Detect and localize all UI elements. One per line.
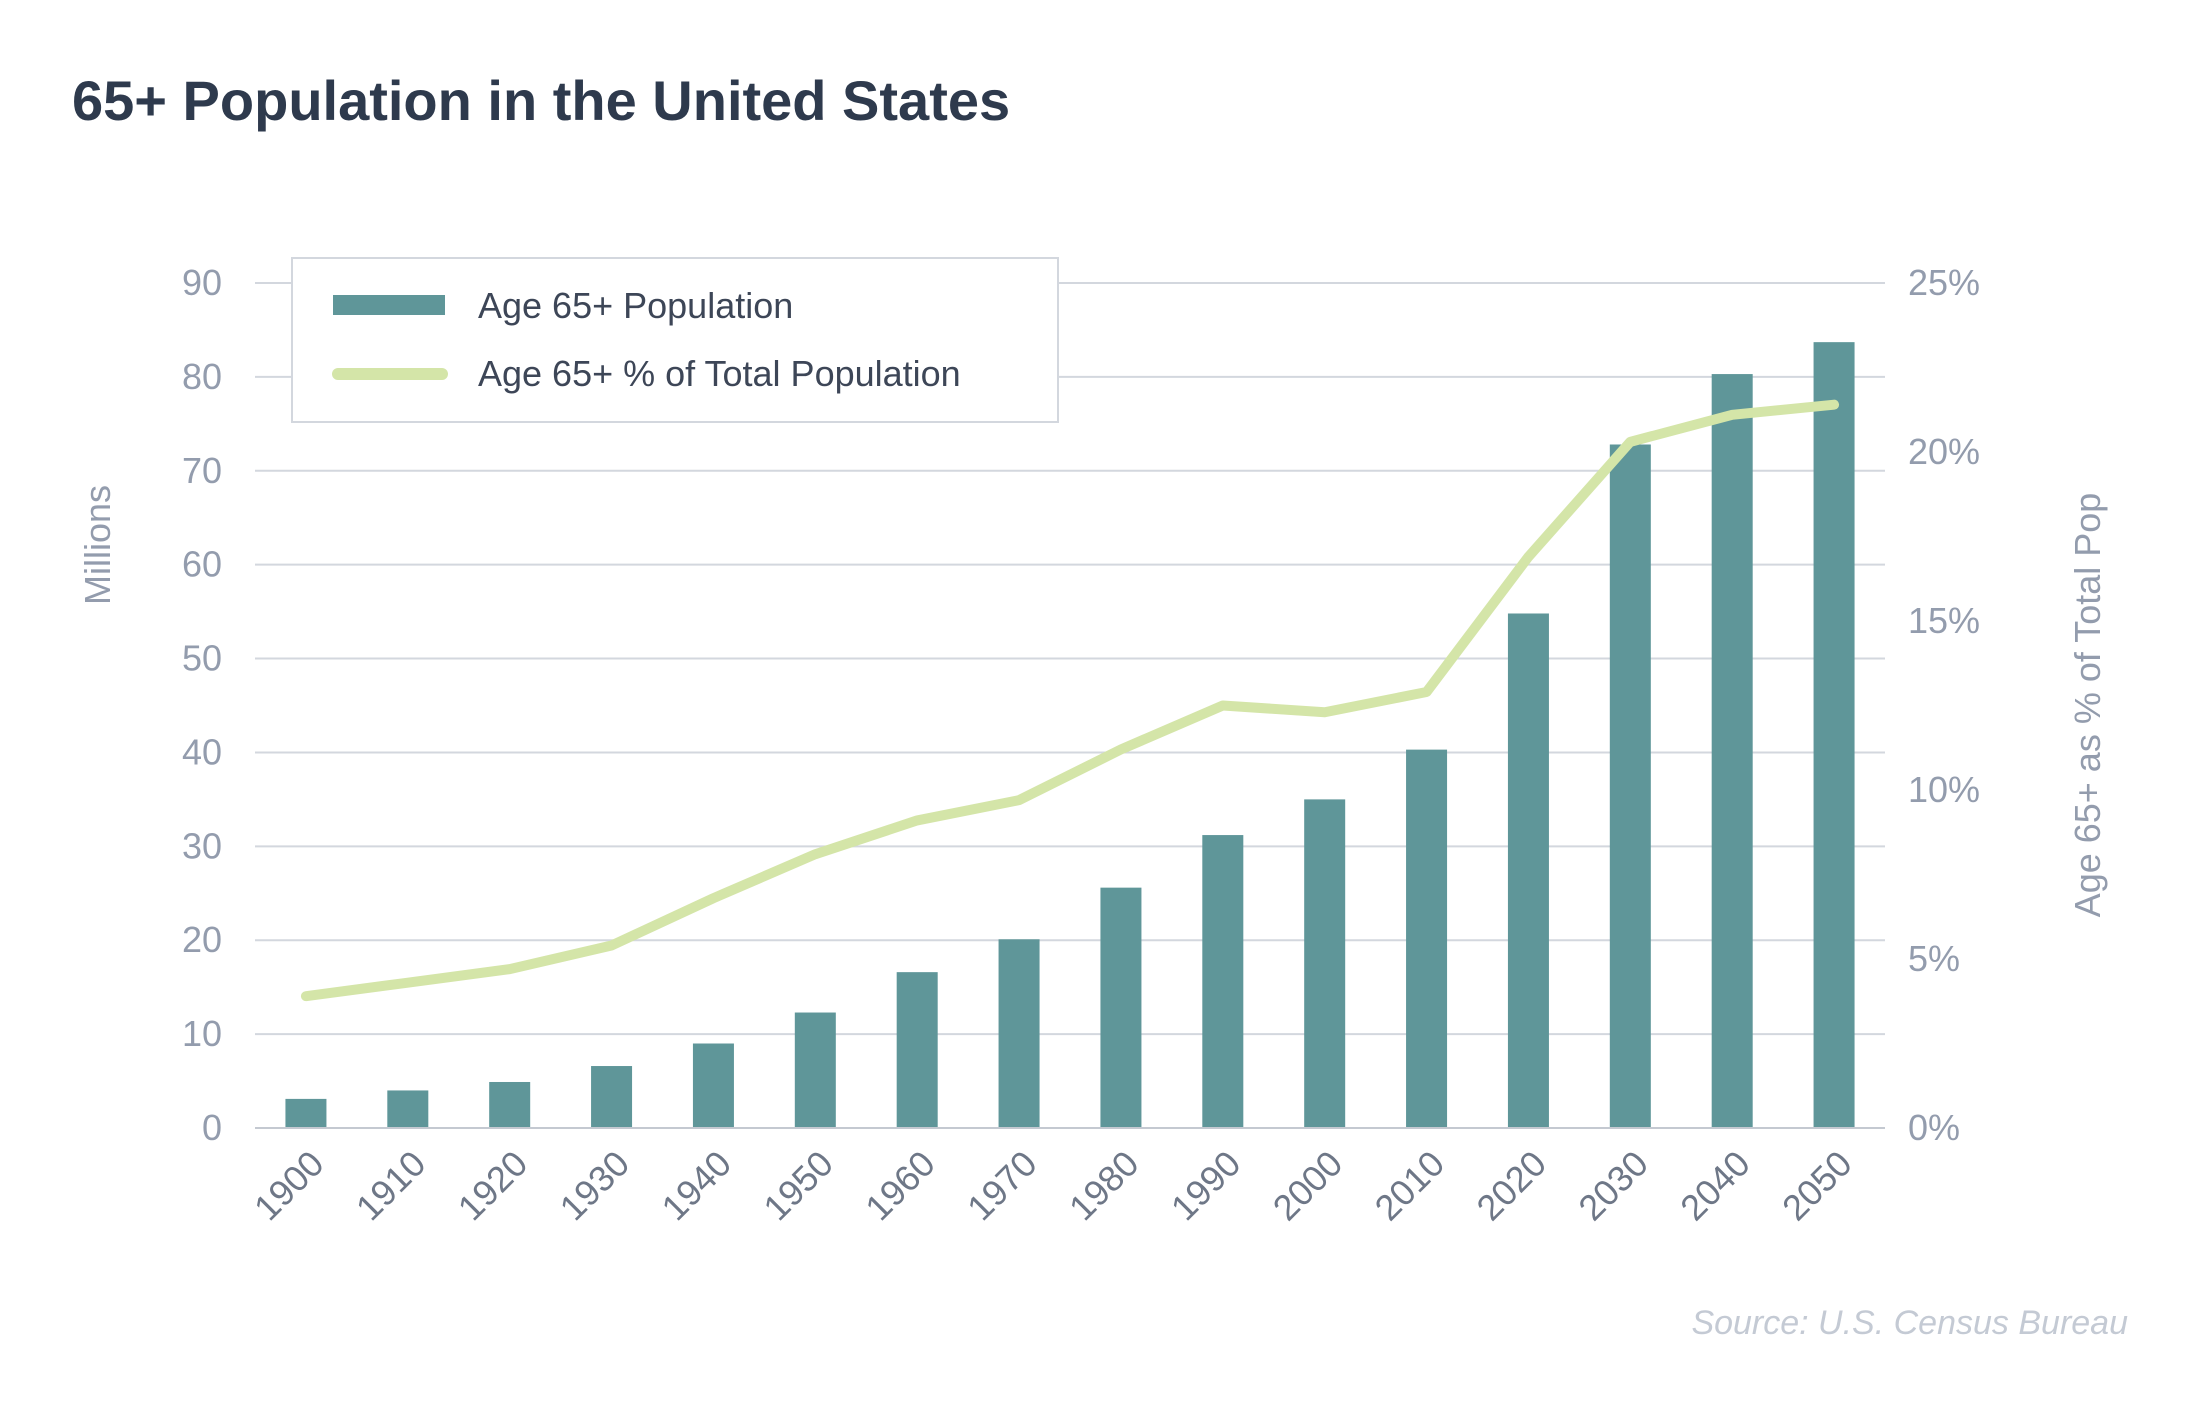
series-line (300, 399, 1840, 1002)
y-tick-label-right: 5% (1908, 938, 1960, 979)
bar (1304, 799, 1346, 1128)
x-tick-label: 2030 (1570, 1143, 1656, 1229)
x-tick-label: 1960 (857, 1143, 943, 1229)
y-tick-label-left: 50 (182, 638, 222, 679)
x-tick-label: 1950 (755, 1143, 841, 1229)
x-tick-label: 2050 (1774, 1143, 1860, 1229)
bar (1100, 887, 1142, 1128)
x-tick-label: 2010 (1367, 1143, 1453, 1229)
x-tick-label: 1920 (450, 1143, 536, 1229)
bar (285, 1098, 327, 1128)
x-tick-label: 1940 (653, 1143, 739, 1229)
y-tick-label-right: 0% (1908, 1107, 1960, 1148)
bar (998, 939, 1040, 1128)
y-tick-label-right: 20% (1908, 431, 1980, 472)
x-tick-label: 1900 (246, 1143, 332, 1229)
bar (1507, 613, 1549, 1128)
x-tick-label: 1910 (348, 1143, 434, 1229)
legend-swatch-bar (333, 295, 445, 315)
bar (489, 1081, 531, 1128)
bar (692, 1043, 734, 1128)
x-tick-label: 1930 (552, 1143, 638, 1229)
y-tick-label-left: 30 (182, 825, 222, 866)
y-tick-label-right: 15% (1908, 600, 1980, 641)
x-tick-label: 2020 (1468, 1143, 1554, 1229)
bar (1202, 835, 1244, 1128)
chart-title: 65+ Population in the United States (72, 69, 1011, 132)
bar (387, 1090, 429, 1128)
y-tick-label-left: 60 (182, 544, 222, 585)
x-tick-label: 1970 (959, 1143, 1045, 1229)
bar (896, 972, 938, 1128)
x-tick-label: 1980 (1061, 1143, 1147, 1229)
y-tick-label-left: 90 (182, 262, 222, 303)
bar (1609, 444, 1651, 1128)
y-tick-label-left: 0 (202, 1107, 222, 1148)
bar (1711, 374, 1753, 1128)
x-tick-label: 2000 (1265, 1143, 1351, 1229)
y-tick-label-left: 70 (182, 450, 222, 491)
bar (591, 1066, 633, 1128)
y-tick-label-left: 40 (182, 731, 222, 772)
y-tick-label-left: 10 (182, 1013, 222, 1054)
y-axis-title-right: Age 65+ as % of Total Pop (2067, 493, 2108, 918)
y-tick-label-right: 10% (1908, 769, 1980, 810)
y-tick-label-left: 20 (182, 919, 222, 960)
legend-box (291, 257, 1059, 423)
y-tick-label-right: 25% (1908, 262, 1980, 303)
y-axis-title-left: Millions (77, 485, 118, 605)
legend-label-bar: Age 65+ Population (478, 285, 793, 326)
bar (1813, 342, 1855, 1128)
x-tick-label: 1990 (1163, 1143, 1249, 1229)
source-note: Source: U.S. Census Bureau (1691, 1304, 2128, 1342)
bar (1406, 749, 1448, 1128)
bar (794, 1012, 836, 1128)
x-tick-label: 2040 (1672, 1143, 1758, 1229)
legend-label-line: Age 65+ % of Total Population (478, 353, 961, 394)
y-tick-label-left: 80 (182, 356, 222, 397)
